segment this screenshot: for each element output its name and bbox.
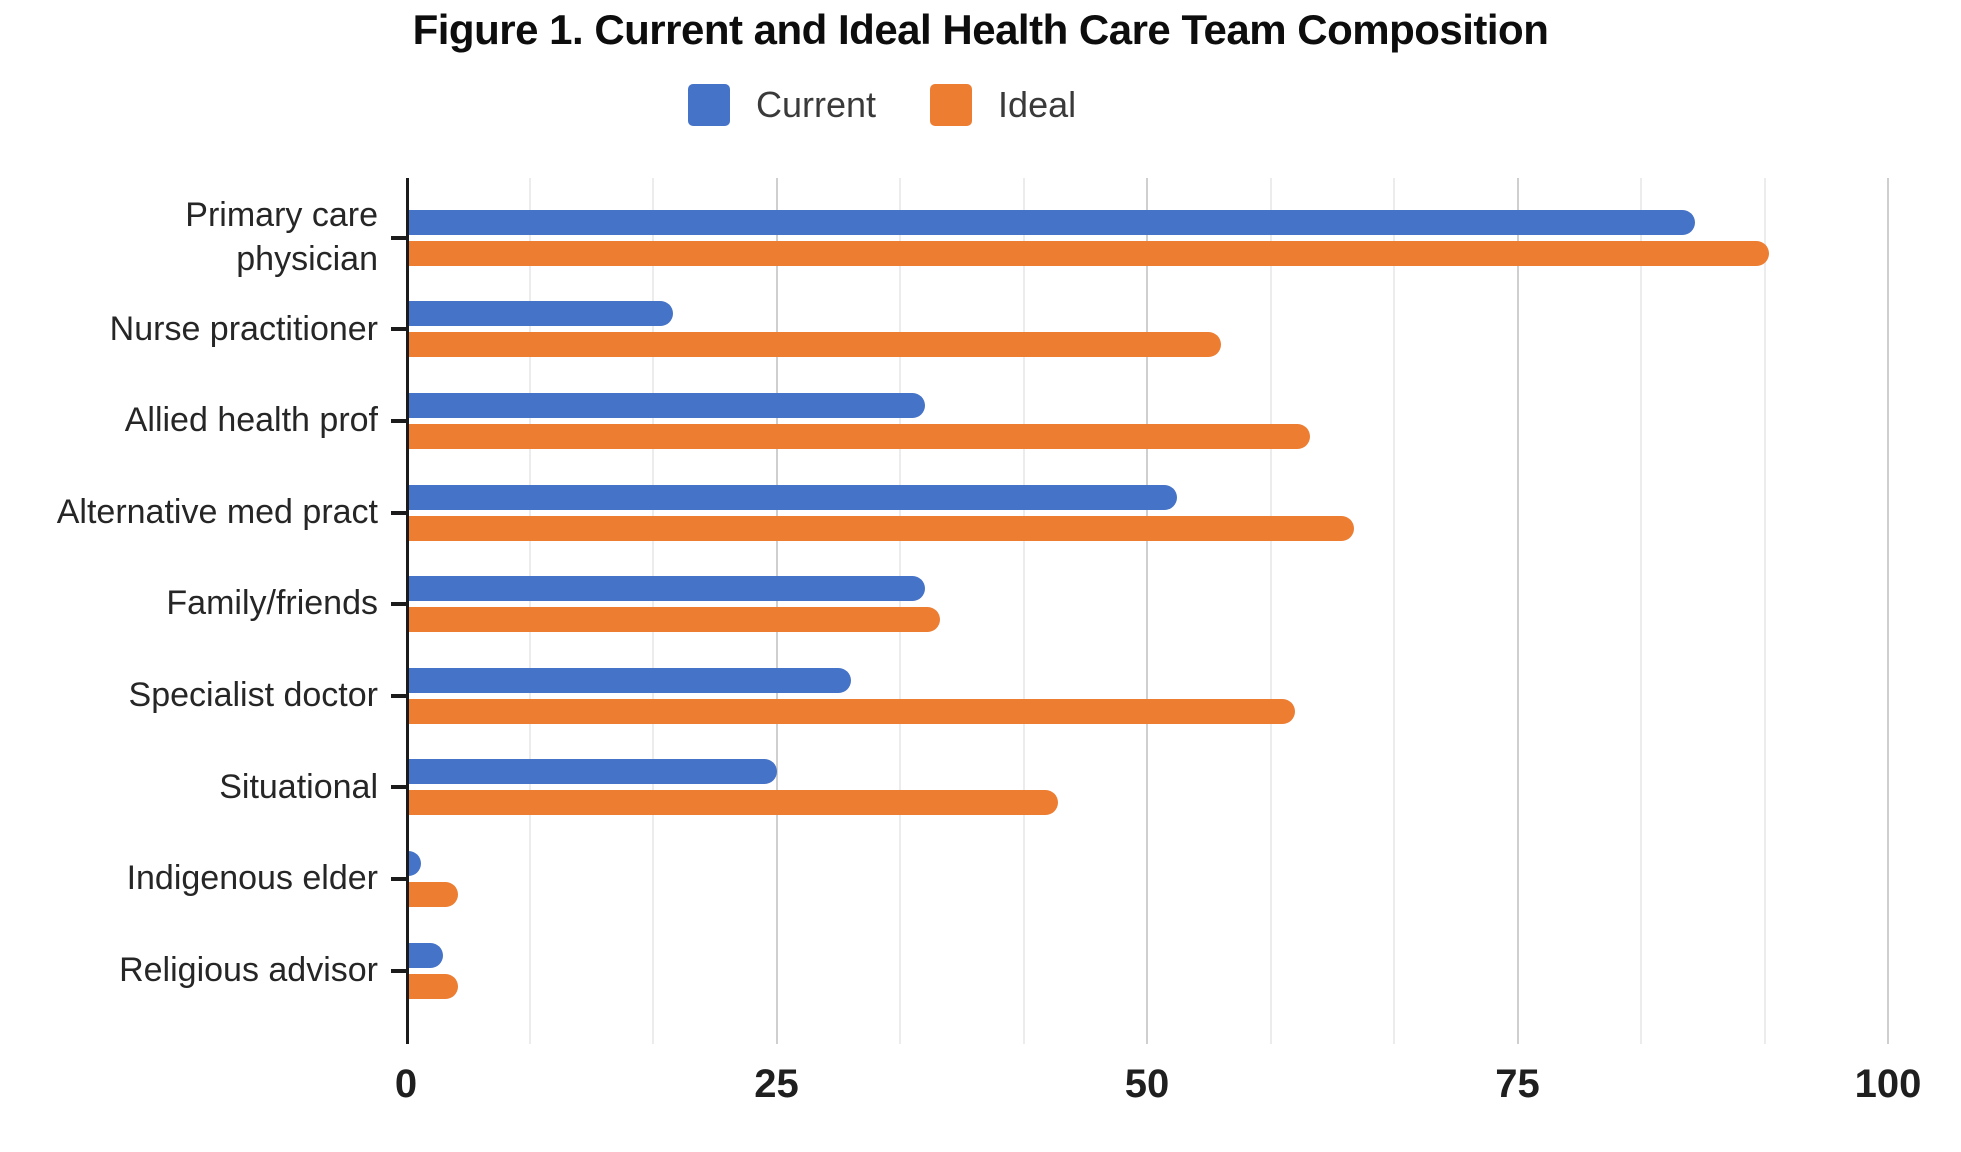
bar-ideal (406, 790, 1059, 816)
x-tick-label: 25 (754, 1062, 799, 1106)
category-label: Nurse practitioner (109, 309, 378, 348)
category-label: Alternative med pract (56, 492, 378, 531)
category-label: Indigenous elder (126, 859, 378, 898)
bar-row (391, 925, 1940, 1017)
category-label: Situational (219, 767, 378, 806)
bar-current (406, 209, 1696, 235)
bar-current (406, 576, 925, 602)
y-axis-tick (391, 510, 406, 515)
y-axis-tick (391, 968, 406, 973)
y-axis-tick (391, 602, 406, 607)
legend-swatch-current-icon (688, 84, 730, 126)
x-tick-label: 100 (1854, 1062, 1922, 1106)
gridline-major (1887, 178, 1889, 1044)
y-axis-tick (391, 418, 406, 423)
bar-ideal (406, 698, 1296, 724)
gridline-major (1516, 178, 1519, 1044)
bar-current (406, 759, 777, 785)
gridline-minor (1269, 178, 1272, 1044)
category-label: Primary care physician (185, 196, 378, 278)
bar-ideal (406, 973, 458, 999)
bar-row (391, 467, 1940, 559)
category-label: Specialist doctor (128, 676, 378, 714)
category-labels: Primary care physician Nurse practitioner… (0, 192, 378, 1016)
bar-row (391, 558, 1940, 650)
legend: Current Ideal (688, 84, 1076, 126)
bar-row (391, 833, 1940, 925)
legend-item-ideal: Ideal (930, 84, 1076, 126)
plot-area: 0 25 50 75 100 (391, 178, 1940, 1106)
bar-current (406, 850, 421, 876)
category-label: Family/friends (166, 584, 378, 623)
gridline-major (1146, 178, 1148, 1044)
x-tick-label: 75 (1495, 1062, 1540, 1106)
bar-current (406, 484, 1177, 510)
chart-title: Figure 1. Current and Ideal Health Care … (412, 6, 1549, 53)
bar-ideal (406, 881, 458, 907)
bar-current (406, 942, 444, 968)
legend-swatch-ideal-icon (930, 84, 973, 126)
bar-ideal (406, 332, 1222, 358)
y-axis-tick (391, 693, 406, 698)
gridline-minor (1763, 178, 1766, 1044)
y-axis-tick (391, 785, 406, 790)
y-axis-tick (391, 327, 406, 332)
y-axis-line (406, 178, 409, 1044)
category-label: Religious advisor (119, 950, 378, 989)
y-axis-tick (391, 876, 406, 881)
bar-rows (391, 192, 1940, 1017)
y-axis-tick (391, 235, 406, 240)
bar-ideal (406, 607, 940, 633)
bar-row (391, 650, 1940, 742)
bar-row (391, 375, 1940, 467)
x-tick-label: 50 (1124, 1062, 1170, 1106)
bar-ideal (406, 515, 1355, 541)
bar-current (406, 301, 673, 327)
bar-row (391, 742, 1940, 834)
gridline-minor (1640, 178, 1642, 1044)
bar-row (391, 192, 1940, 284)
legend-label-current: Current (756, 84, 877, 125)
bar-row (391, 284, 1940, 376)
gridline-minor (1393, 178, 1395, 1044)
legend-label-ideal: Ideal (998, 84, 1077, 125)
gridline-minor (1022, 178, 1025, 1044)
bar-ideal (406, 423, 1311, 449)
bar-ideal (406, 240, 1770, 266)
legend-item-current: Current (688, 84, 876, 126)
bar-current (406, 667, 851, 693)
category-label: Allied health prof (124, 401, 378, 440)
bar-current (406, 392, 925, 418)
x-tick-label: 0 (394, 1062, 418, 1106)
